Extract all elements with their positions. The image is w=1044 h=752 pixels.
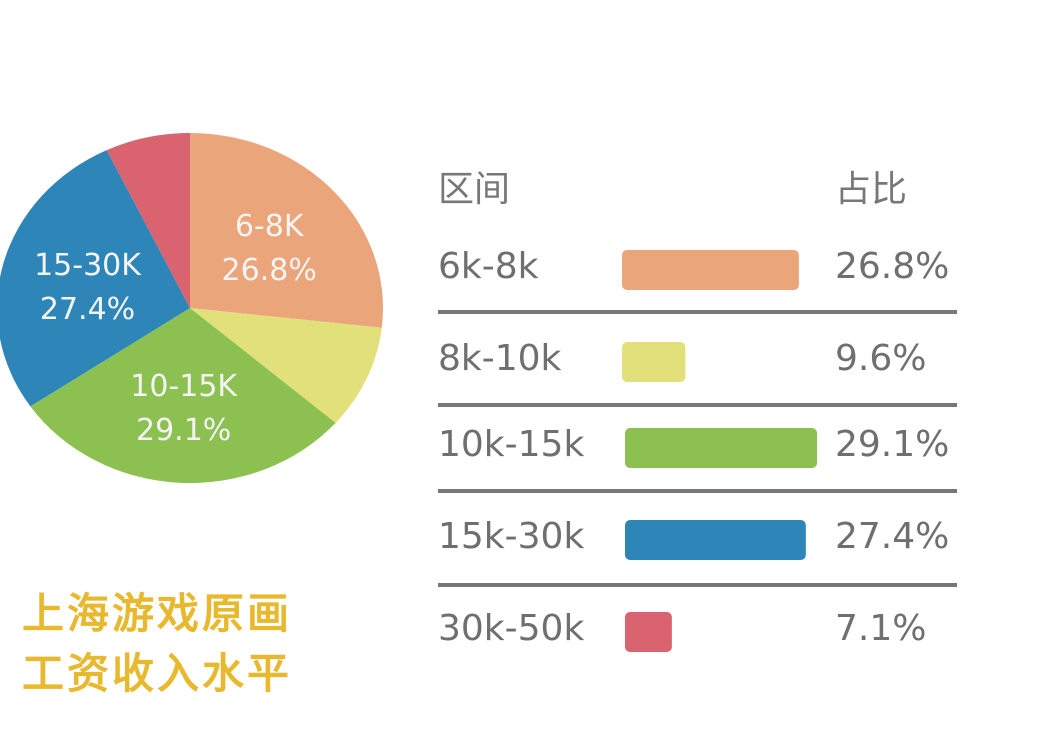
pie-slice-10k-15k [30, 308, 336, 483]
row-range-label: 8k-10k [438, 338, 562, 379]
chart-title-line-2: 工资收入水平 [22, 649, 293, 698]
pie-slice-6k-8k [190, 133, 383, 328]
header-share: 占比 [835, 169, 908, 210]
row-range-label: 15k-30k [438, 516, 585, 557]
bar-8k-10k [622, 342, 686, 382]
pie-label-6k-8k: 6-8K [235, 209, 305, 244]
pie-slice-8k-10k [190, 308, 382, 423]
row-share-value: 29.1% [835, 424, 950, 465]
chart-title-line-1: 上海游戏原画 [22, 589, 293, 638]
row-share-value: 9.6% [835, 338, 927, 379]
row-share-value: 7.1% [835, 608, 927, 649]
bar-15k-30k [625, 520, 806, 560]
bar-6k-8k [622, 250, 799, 290]
bar-30k-50k [625, 612, 672, 652]
pie-value-10k-15k: 29.1% [136, 413, 231, 448]
row-share-value: 26.8% [835, 246, 950, 287]
pie-label-10k-15k: 10-15K [130, 369, 238, 404]
pie-value-15k-30k: 27.4% [40, 292, 135, 327]
pie-value-6k-8k: 26.8% [222, 253, 317, 288]
pie-slice-15k-30k [0, 150, 190, 407]
bar-10k-15k [625, 428, 818, 468]
pie-slice-30k-50k [106, 133, 190, 308]
pie-label-15k-30k: 15-30K [34, 248, 142, 283]
row-range-label: 6k-8k [438, 246, 539, 287]
header-range: 区间 [438, 169, 511, 210]
row-range-label: 10k-15k [438, 424, 585, 465]
row-share-value: 27.4% [835, 516, 950, 557]
row-range-label: 30k-50k [438, 608, 585, 649]
